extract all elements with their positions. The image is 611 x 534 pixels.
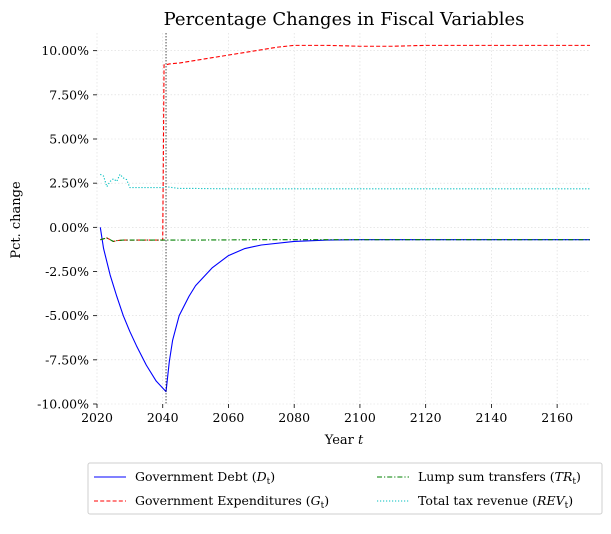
x-tick-label: 2120 xyxy=(410,410,442,425)
chart-title: Percentage Changes in Fiscal Variables xyxy=(164,9,525,30)
x-tick-label: 2140 xyxy=(475,410,507,425)
x-axis-label-symbol: t xyxy=(358,433,364,448)
x-tick-label: 2020 xyxy=(81,410,113,425)
x-tick-label: 2100 xyxy=(344,410,376,425)
y-axis-label: Pct. change xyxy=(9,181,24,259)
y-tick-label: 5.00% xyxy=(49,132,89,147)
series-lines xyxy=(99,44,590,393)
x-tick-label: 2060 xyxy=(213,410,245,425)
x-tick-label: 2080 xyxy=(278,410,310,425)
legend-label-3: Total tax revenue (REVt) xyxy=(418,493,573,511)
y-tick-label: -2.50% xyxy=(45,264,89,279)
series-line-3 xyxy=(100,173,590,190)
y-tick-label: 7.50% xyxy=(49,87,89,102)
y-tick-label: -10.00% xyxy=(37,397,89,412)
series-line-1 xyxy=(100,44,590,243)
x-tick-label: 2040 xyxy=(147,410,179,425)
legend-label-0: Government Debt (Dt) xyxy=(135,469,275,487)
axes: 2020 2040 2060 2080 2100 2120 2140 2160 -10.00% -… xyxy=(37,43,573,425)
y-tick-label: 10.00% xyxy=(41,43,89,58)
series-line-0 xyxy=(99,227,590,393)
legend: Government Debt (Dt) Government Expenditu… xyxy=(87,462,603,515)
y-tick-label: -7.50% xyxy=(45,352,89,367)
y-tick-label: -5.00% xyxy=(45,308,89,323)
y-tick-label: 0.00% xyxy=(49,220,89,235)
x-tick-label: 2160 xyxy=(541,410,573,425)
legend-label-2: Lump sum transfers (TRt) xyxy=(418,469,581,487)
y-tick-label: 2.50% xyxy=(49,176,89,191)
legend-box xyxy=(87,462,603,515)
x-axis-label: Year t xyxy=(324,433,364,448)
series-line-2 xyxy=(100,237,590,243)
grid xyxy=(96,33,590,405)
legend-label-1: Government Expenditures (Gt) xyxy=(135,493,329,511)
